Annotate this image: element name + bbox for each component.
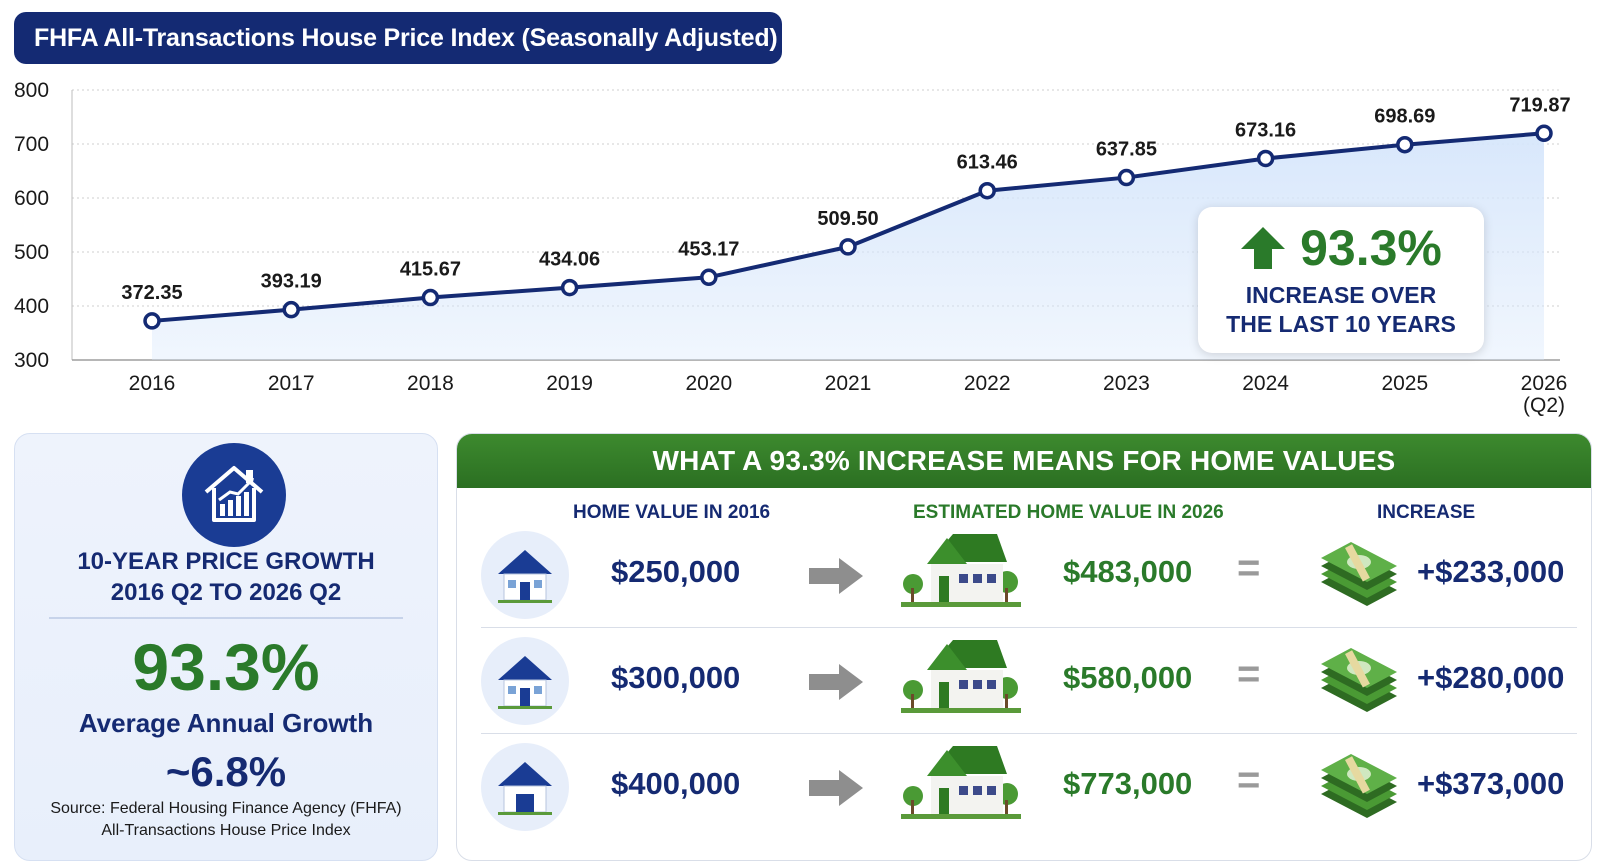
data-label: 673.16 [1235,119,1296,141]
data-label: 415.67 [400,259,461,281]
x-tick-label: 2022 [964,372,1011,395]
data-point [700,268,718,287]
data-label: 719.87 [1509,94,1570,116]
avg-annual-growth-value: ~6.8% [165,748,287,795]
arrow-right-icon [809,770,863,806]
data-label: 698.69 [1374,106,1435,128]
x-tick-label: 2017 [268,372,315,395]
increase-value: +$233,000 [1417,554,1565,589]
data-label: 637.85 [1096,139,1157,161]
increase-value: +$280,000 [1417,660,1565,695]
data-point [143,312,161,330]
value-2016: $400,000 [611,766,741,801]
source-note: Source: Federal Housing Finance Agency (… [50,800,402,839]
x-tick-label: 2024 [1242,372,1289,395]
home-values-header: WHAT A 93.3% INCREASE MEANS FOR HOME VAL… [457,434,1591,488]
growth-percent: 93.3% [132,630,320,704]
data-point [1256,149,1275,168]
data-point [978,181,996,200]
home-values-panel: WHAT A 93.3% INCREASE MEANS FOR HOME VAL… [456,433,1592,861]
home-value-row: $400,000 $773,000 = +$373,000 [457,734,1591,840]
small-house-icon [481,743,569,831]
data-point [1117,168,1136,187]
increase-value: +$373,000 [1417,766,1565,801]
y-tick-label: 300 [14,349,49,372]
data-point [1535,124,1553,143]
value-2016: $250,000 [611,554,741,589]
money-stack-icon [1321,754,1397,818]
area-fill [152,133,1544,360]
x-tick-label: 2026 [1521,372,1568,395]
data-label: 509.50 [817,208,878,230]
line-chart: 300 400 500 600 700 800 372.35 393.19 415.67 434.… [14,79,1571,417]
arrow-right-icon [809,558,863,594]
x-tick-label: 2016 [129,372,176,395]
equals-sign: = [1237,652,1261,696]
callout-line1: INCREASE OVER [1245,282,1437,308]
x-tick-label: 2021 [825,372,872,395]
data-point [1396,135,1414,154]
money-stack-icon [1321,648,1397,712]
arrow-right-icon [809,664,863,700]
x-tick-label: 2023 [1103,372,1150,395]
col-home-value-2026: ESTIMATED HOME VALUE IN 2026 [913,502,1224,523]
value-2026: $483,000 [1063,554,1193,589]
green-house-icon [901,746,1021,819]
col-home-value-2016: HOME VALUE IN 2016 [573,502,771,523]
data-point [839,238,857,256]
small-house-icon [481,531,569,619]
home-value-row: $300,000 $580,000 = +$280,000 [457,628,1591,734]
small-house-icon [481,637,569,725]
y-tick-label: 800 [14,79,49,102]
money-stack-icon [1321,542,1397,606]
value-2026: $773,000 [1063,766,1193,801]
value-2016: $300,000 [611,660,741,695]
x-tick-sublabel: (Q2) [1523,394,1565,417]
x-tick-label: 2018 [407,372,454,395]
y-tick-label: 500 [14,241,49,264]
equals-sign: = [1237,758,1261,802]
data-point [560,278,579,297]
row-divider [481,733,1577,734]
data-point [421,288,440,307]
callout-line2: THE LAST 10 YEARS [1226,311,1456,337]
data-label: 453.17 [678,238,739,260]
growth-title: 10-YEAR PRICE GROWTH 2016 Q2 TO 2026 Q2 [77,548,375,606]
increase-callout: 93.3% INCREASE OVER THE LAST 10 YEARS [1198,207,1484,353]
y-tick-label: 600 [14,187,49,210]
x-tick-label: 2020 [685,372,732,395]
green-house-icon [901,640,1021,713]
growth-summary-panel: 10-YEAR PRICE GROWTH 2016 Q2 TO 2026 Q2 … [14,433,438,861]
house-growth-icon [182,443,286,547]
data-label: 372.35 [121,282,182,304]
divider [49,617,403,619]
up-arrow-icon [1241,227,1286,269]
y-tick-label: 700 [14,133,49,156]
data-label: 434.06 [539,249,600,271]
x-tick-label: 2025 [1381,372,1428,395]
chart-title: FHFA All-Transactions House Price Index … [14,12,782,64]
y-tick-label: 400 [14,295,49,318]
data-label: 613.46 [957,152,1018,174]
equals-sign: = [1237,546,1261,590]
value-2026: $580,000 [1063,660,1193,695]
x-tick-label: 2019 [546,372,593,395]
data-label: 393.19 [261,271,322,293]
row-divider [481,627,1577,628]
data-point [282,300,300,319]
col-increase: INCREASE [1377,502,1476,523]
callout-percent: 93.3% [1300,220,1442,276]
green-house-icon [901,534,1021,607]
home-value-row: $250,000 $483,000 = +$233,000 [457,522,1591,628]
avg-annual-growth-label: Average Annual Growth [78,708,374,738]
